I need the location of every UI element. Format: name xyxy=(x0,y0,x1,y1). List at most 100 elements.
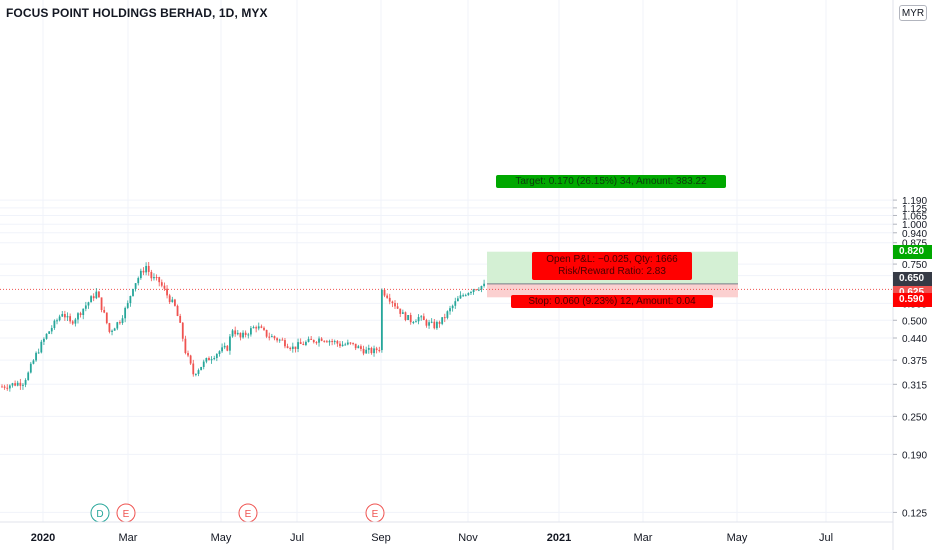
candle-body xyxy=(388,297,391,302)
candle xyxy=(100,297,103,313)
event-marker[interactable]: E xyxy=(238,503,258,523)
candle-body xyxy=(336,341,339,344)
candle xyxy=(328,339,331,346)
candle-body xyxy=(129,295,132,304)
candle xyxy=(425,318,428,328)
candle-body xyxy=(299,342,302,344)
candle-body xyxy=(483,283,485,286)
candle-body xyxy=(430,321,433,323)
candle xyxy=(278,338,281,343)
candle xyxy=(19,378,22,390)
stop-zone[interactable] xyxy=(487,283,738,298)
candle xyxy=(226,344,229,352)
candle-body xyxy=(441,317,444,324)
candle-body xyxy=(318,338,320,343)
candle xyxy=(412,320,415,325)
candle-body xyxy=(236,332,239,335)
event-label: E xyxy=(123,509,130,520)
candle-body xyxy=(373,348,375,354)
event-marker[interactable]: D xyxy=(90,503,110,523)
candle-body xyxy=(252,327,255,329)
candle xyxy=(336,340,339,347)
candle-body xyxy=(438,321,441,324)
candle xyxy=(407,314,409,321)
candle xyxy=(477,287,480,292)
candle-body xyxy=(386,295,389,298)
candle xyxy=(415,319,417,323)
candle-body xyxy=(270,336,273,338)
currency-button[interactable]: MYR xyxy=(899,5,927,21)
candle-body xyxy=(111,330,113,332)
candle-body xyxy=(147,265,150,272)
candle xyxy=(124,306,127,323)
candle xyxy=(467,292,470,296)
event-label: D xyxy=(96,509,103,520)
candle xyxy=(121,315,124,325)
x-tick-label: Mar xyxy=(119,532,138,544)
candle-body xyxy=(297,342,299,349)
candle-body xyxy=(375,348,378,351)
candle xyxy=(137,276,140,286)
candle-body xyxy=(48,331,51,334)
x-tick-label: Jul xyxy=(819,532,833,544)
candle-body xyxy=(158,277,161,283)
candle xyxy=(396,302,399,310)
candle xyxy=(202,359,205,370)
candle-body xyxy=(174,299,176,306)
candle xyxy=(428,319,430,329)
y-tick-label: 0.500 xyxy=(902,316,927,327)
candle xyxy=(446,310,449,320)
candle-body xyxy=(98,291,100,298)
candle-body xyxy=(475,289,478,291)
candle xyxy=(388,293,391,305)
candle xyxy=(360,344,362,352)
candle xyxy=(297,338,299,353)
candle-body xyxy=(315,342,318,344)
candle-body xyxy=(87,302,90,306)
candle xyxy=(187,350,189,358)
candle-body xyxy=(90,296,92,303)
candle-body xyxy=(37,352,40,354)
candle xyxy=(166,285,168,299)
event-marker[interactable]: E xyxy=(365,503,385,523)
candle-body xyxy=(145,265,147,273)
candle xyxy=(375,346,378,354)
candle xyxy=(281,337,284,341)
candle xyxy=(320,337,323,342)
candle xyxy=(189,354,192,365)
candle-body xyxy=(234,330,237,335)
candle xyxy=(147,261,150,276)
candle-body xyxy=(362,348,365,354)
candle-body xyxy=(239,332,242,338)
candle xyxy=(250,325,252,337)
event-marker[interactable]: E xyxy=(116,503,136,523)
candle xyxy=(370,346,373,355)
candle xyxy=(284,338,286,349)
candle-body xyxy=(454,301,457,306)
candle xyxy=(472,288,475,295)
stop-label: Stop: 0.060 (9.23%) 12, Amount: 0.04 xyxy=(511,295,713,308)
candle-body xyxy=(32,360,35,364)
candle-body xyxy=(176,305,179,316)
candle xyxy=(257,322,260,331)
candle xyxy=(32,359,35,365)
candle-body xyxy=(82,308,85,316)
time-axis[interactable]: 2020 Mar May Jul Sep Nov 2021 Mar May Jul xyxy=(31,532,833,544)
target-price-tag: 0.820 xyxy=(893,244,932,259)
candle-body xyxy=(242,332,244,338)
candle-body xyxy=(404,312,407,321)
candle xyxy=(113,327,116,331)
candle-body xyxy=(325,341,328,343)
candle-body xyxy=(139,270,142,279)
candle xyxy=(323,340,326,343)
candle xyxy=(451,304,454,312)
candle xyxy=(126,300,129,310)
candle-body xyxy=(257,326,260,329)
candle xyxy=(242,330,244,339)
candle xyxy=(29,361,32,374)
candle-body xyxy=(420,316,423,318)
candle xyxy=(53,319,56,330)
candle xyxy=(45,333,48,340)
candle-body xyxy=(409,315,412,323)
